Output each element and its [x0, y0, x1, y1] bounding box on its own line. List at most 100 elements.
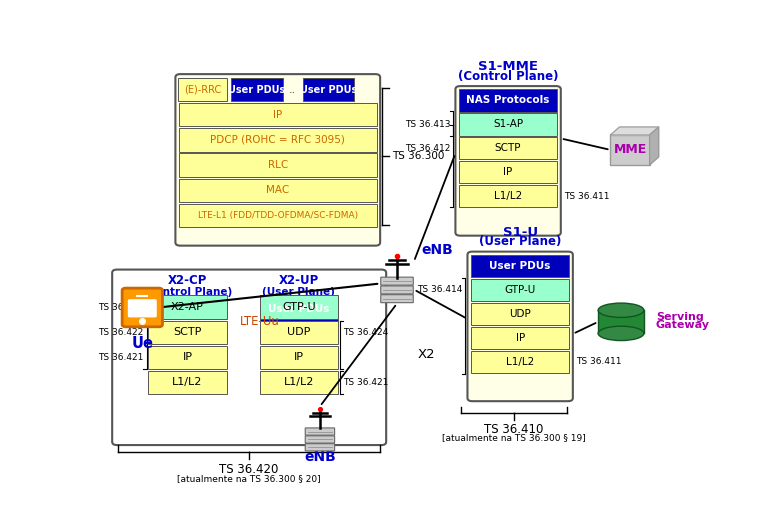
- Text: Serving: Serving: [656, 312, 704, 322]
- Bar: [303, 78, 354, 101]
- Bar: [459, 89, 557, 111]
- Text: L1/L2: L1/L2: [172, 378, 203, 387]
- Bar: [260, 346, 338, 369]
- Text: MAC: MAC: [267, 185, 289, 195]
- Text: IP: IP: [183, 352, 193, 362]
- Text: (User Plane): (User Plane): [479, 235, 561, 248]
- Bar: [459, 137, 557, 160]
- Text: User PDUs: User PDUs: [268, 304, 329, 314]
- Text: TS 36.411: TS 36.411: [577, 357, 622, 366]
- Text: TS 36.300: TS 36.300: [392, 151, 444, 162]
- FancyBboxPatch shape: [305, 436, 335, 443]
- FancyBboxPatch shape: [381, 286, 413, 294]
- Text: X2-AP: X2-AP: [171, 302, 204, 312]
- Text: (E)-RRC: (E)-RRC: [184, 84, 221, 95]
- Bar: [148, 346, 227, 369]
- Text: (Control Plane): (Control Plane): [143, 286, 232, 296]
- Text: User PDUs: User PDUs: [490, 261, 551, 271]
- Bar: [179, 78, 227, 101]
- Text: ..: ..: [289, 84, 297, 95]
- Bar: [179, 204, 377, 227]
- Text: [atualmente na TS 36.300 § 19]: [atualmente na TS 36.300 § 19]: [442, 434, 586, 442]
- Text: eNB: eNB: [304, 450, 336, 464]
- Text: IP: IP: [274, 110, 282, 120]
- Text: eNB: eNB: [421, 242, 453, 256]
- Bar: [471, 279, 570, 301]
- Text: X2: X2: [418, 349, 436, 362]
- Bar: [179, 103, 377, 126]
- Bar: [459, 161, 557, 183]
- Text: TS 36.424: TS 36.424: [343, 328, 388, 337]
- Text: TS 36.421: TS 36.421: [98, 353, 144, 362]
- Bar: [148, 321, 227, 344]
- Text: L1/L2: L1/L2: [494, 191, 522, 201]
- Bar: [179, 153, 377, 177]
- Ellipse shape: [598, 326, 644, 340]
- FancyBboxPatch shape: [128, 300, 156, 316]
- Bar: [148, 371, 227, 394]
- Bar: [179, 179, 377, 202]
- Bar: [459, 113, 557, 136]
- FancyBboxPatch shape: [305, 444, 335, 451]
- FancyBboxPatch shape: [176, 74, 380, 246]
- Text: (Control Plane): (Control Plane): [458, 69, 559, 82]
- Bar: [459, 185, 557, 207]
- Bar: [232, 78, 283, 101]
- Text: IP: IP: [515, 333, 524, 343]
- FancyBboxPatch shape: [112, 269, 386, 445]
- Text: TS 36.420: TS 36.420: [219, 463, 279, 476]
- Text: GTP-U: GTP-U: [504, 285, 536, 295]
- Text: GTP-U: GTP-U: [282, 302, 315, 312]
- Text: MME: MME: [613, 143, 646, 156]
- Text: X2-UP: X2-UP: [279, 274, 319, 287]
- Text: TS 36.412: TS 36.412: [406, 144, 451, 153]
- Text: LTE-L1 (FDD/TDD-OFDMA/SC-FDMA): LTE-L1 (FDD/TDD-OFDMA/SC-FDMA): [197, 211, 358, 220]
- Bar: [260, 295, 338, 319]
- Text: TS 36.414: TS 36.414: [417, 285, 462, 294]
- Bar: [148, 295, 227, 319]
- Text: IP: IP: [503, 167, 513, 177]
- Text: Gateway: Gateway: [656, 320, 710, 330]
- Bar: [598, 310, 644, 334]
- FancyBboxPatch shape: [381, 295, 413, 303]
- Ellipse shape: [598, 303, 644, 318]
- Text: User PDUs: User PDUs: [300, 84, 357, 95]
- Bar: [471, 327, 570, 349]
- Text: TS 36.410: TS 36.410: [484, 423, 544, 436]
- FancyBboxPatch shape: [381, 277, 413, 285]
- Text: LTE-Uu: LTE-Uu: [240, 315, 280, 328]
- Text: L1/L2: L1/L2: [284, 378, 314, 387]
- Text: SCTP: SCTP: [495, 143, 521, 153]
- Text: PDCP (ROHC = RFC 3095): PDCP (ROHC = RFC 3095): [211, 135, 345, 145]
- Text: X2-CP: X2-CP: [168, 274, 207, 287]
- Text: TS 36.411: TS 36.411: [564, 192, 610, 200]
- Bar: [179, 128, 377, 151]
- Text: L1/L2: L1/L2: [506, 357, 535, 367]
- FancyBboxPatch shape: [122, 288, 162, 327]
- Text: RLC: RLC: [267, 160, 288, 170]
- Text: TS 36.421: TS 36.421: [343, 378, 388, 387]
- FancyBboxPatch shape: [611, 135, 650, 165]
- Text: [atualmente na TS 36.300 § 20]: [atualmente na TS 36.300 § 20]: [177, 474, 321, 483]
- FancyBboxPatch shape: [455, 86, 561, 236]
- Text: UDP: UDP: [287, 327, 311, 337]
- Text: S1-MME: S1-MME: [478, 61, 538, 74]
- Text: NAS Protocols: NAS Protocols: [466, 95, 550, 106]
- Bar: [471, 351, 570, 373]
- Text: SCTP: SCTP: [173, 327, 202, 337]
- Bar: [471, 303, 570, 325]
- Text: TS 36.423: TS 36.423: [98, 303, 144, 311]
- Text: IP: IP: [294, 352, 304, 362]
- Text: TS 36.422: TS 36.422: [98, 328, 144, 337]
- Text: UDP: UDP: [509, 309, 531, 319]
- Text: (User Plane): (User Plane): [263, 286, 336, 296]
- Bar: [260, 321, 338, 344]
- FancyBboxPatch shape: [305, 428, 335, 435]
- Bar: [260, 297, 338, 321]
- Text: User PDUs: User PDUs: [228, 84, 286, 95]
- Bar: [471, 255, 570, 277]
- Text: TS 36.413: TS 36.413: [405, 120, 451, 129]
- Text: Ue: Ue: [131, 336, 153, 351]
- Polygon shape: [611, 127, 659, 135]
- Bar: [260, 371, 338, 394]
